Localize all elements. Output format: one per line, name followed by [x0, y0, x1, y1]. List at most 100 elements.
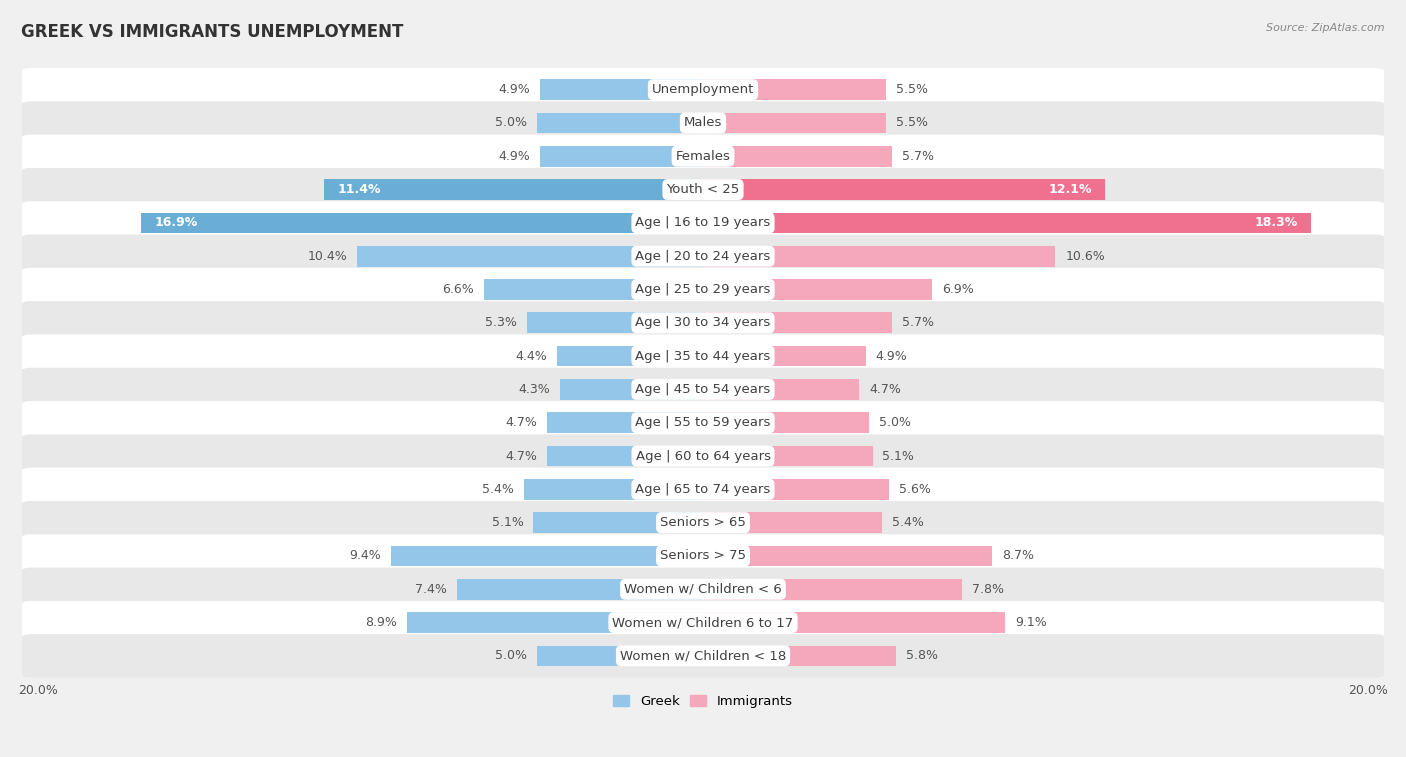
- FancyBboxPatch shape: [17, 201, 1389, 245]
- Text: 4.4%: 4.4%: [515, 350, 547, 363]
- Legend: Greek, Immigrants: Greek, Immigrants: [609, 690, 797, 714]
- Bar: [533, 512, 703, 533]
- Bar: [703, 179, 1105, 200]
- Text: 5.1%: 5.1%: [492, 516, 523, 529]
- Text: 8.9%: 8.9%: [366, 616, 398, 629]
- Bar: [325, 179, 703, 200]
- Text: 5.5%: 5.5%: [896, 117, 928, 129]
- Bar: [523, 479, 703, 500]
- Bar: [703, 612, 1005, 633]
- Bar: [703, 146, 893, 167]
- FancyBboxPatch shape: [17, 168, 1389, 211]
- Text: Seniors > 65: Seniors > 65: [659, 516, 747, 529]
- Text: 10.6%: 10.6%: [1066, 250, 1105, 263]
- FancyBboxPatch shape: [17, 435, 1389, 478]
- Bar: [703, 379, 859, 400]
- Bar: [557, 346, 703, 366]
- Bar: [537, 646, 703, 666]
- Bar: [703, 646, 896, 666]
- Text: Age | 20 to 24 years: Age | 20 to 24 years: [636, 250, 770, 263]
- Text: 5.7%: 5.7%: [903, 316, 935, 329]
- Bar: [547, 446, 703, 466]
- Text: 5.4%: 5.4%: [893, 516, 924, 529]
- Text: Seniors > 75: Seniors > 75: [659, 550, 747, 562]
- Text: 6.6%: 6.6%: [441, 283, 474, 296]
- Bar: [703, 279, 932, 300]
- FancyBboxPatch shape: [17, 135, 1389, 178]
- Bar: [547, 413, 703, 433]
- Text: 5.0%: 5.0%: [495, 117, 527, 129]
- Text: 12.1%: 12.1%: [1049, 183, 1092, 196]
- Text: GREEK VS IMMIGRANTS UNEMPLOYMENT: GREEK VS IMMIGRANTS UNEMPLOYMENT: [21, 23, 404, 41]
- FancyBboxPatch shape: [17, 534, 1389, 578]
- Bar: [703, 579, 962, 600]
- Bar: [357, 246, 703, 266]
- Bar: [703, 246, 1056, 266]
- Bar: [537, 113, 703, 133]
- Bar: [703, 512, 883, 533]
- Text: Age | 60 to 64 years: Age | 60 to 64 years: [636, 450, 770, 463]
- Text: Age | 65 to 74 years: Age | 65 to 74 years: [636, 483, 770, 496]
- Text: 4.9%: 4.9%: [498, 83, 530, 96]
- Text: 4.9%: 4.9%: [876, 350, 908, 363]
- Bar: [457, 579, 703, 600]
- Text: 5.0%: 5.0%: [495, 650, 527, 662]
- Text: 5.5%: 5.5%: [896, 83, 928, 96]
- FancyBboxPatch shape: [17, 235, 1389, 278]
- Text: 5.0%: 5.0%: [879, 416, 911, 429]
- Bar: [703, 79, 886, 100]
- Text: Age | 45 to 54 years: Age | 45 to 54 years: [636, 383, 770, 396]
- Bar: [703, 446, 873, 466]
- Text: Age | 30 to 34 years: Age | 30 to 34 years: [636, 316, 770, 329]
- FancyBboxPatch shape: [17, 68, 1389, 111]
- Text: 5.7%: 5.7%: [903, 150, 935, 163]
- Bar: [484, 279, 703, 300]
- Text: 5.1%: 5.1%: [883, 450, 914, 463]
- Text: Women w/ Children < 18: Women w/ Children < 18: [620, 650, 786, 662]
- Bar: [703, 213, 1312, 233]
- Text: Females: Females: [675, 150, 731, 163]
- Bar: [141, 213, 703, 233]
- Bar: [703, 313, 893, 333]
- Text: Age | 25 to 29 years: Age | 25 to 29 years: [636, 283, 770, 296]
- Text: Youth < 25: Youth < 25: [666, 183, 740, 196]
- Bar: [703, 546, 993, 566]
- Text: 5.8%: 5.8%: [905, 650, 938, 662]
- FancyBboxPatch shape: [17, 601, 1389, 644]
- Text: 4.7%: 4.7%: [505, 450, 537, 463]
- Text: 6.9%: 6.9%: [942, 283, 974, 296]
- Bar: [540, 79, 703, 100]
- Text: 5.6%: 5.6%: [898, 483, 931, 496]
- FancyBboxPatch shape: [17, 368, 1389, 411]
- Text: 7.4%: 7.4%: [415, 583, 447, 596]
- FancyBboxPatch shape: [17, 634, 1389, 678]
- Text: Age | 16 to 19 years: Age | 16 to 19 years: [636, 217, 770, 229]
- Text: Source: ZipAtlas.com: Source: ZipAtlas.com: [1267, 23, 1385, 33]
- Text: 4.9%: 4.9%: [498, 150, 530, 163]
- Bar: [703, 346, 866, 366]
- Text: 9.4%: 9.4%: [349, 550, 381, 562]
- Text: 4.7%: 4.7%: [869, 383, 901, 396]
- FancyBboxPatch shape: [17, 335, 1389, 378]
- Text: 11.4%: 11.4%: [337, 183, 381, 196]
- Bar: [527, 313, 703, 333]
- Bar: [391, 546, 703, 566]
- Text: Age | 55 to 59 years: Age | 55 to 59 years: [636, 416, 770, 429]
- FancyBboxPatch shape: [17, 401, 1389, 444]
- Bar: [540, 146, 703, 167]
- FancyBboxPatch shape: [17, 301, 1389, 344]
- Text: 10.4%: 10.4%: [308, 250, 347, 263]
- Bar: [408, 612, 703, 633]
- FancyBboxPatch shape: [17, 468, 1389, 511]
- Text: 5.4%: 5.4%: [482, 483, 513, 496]
- Text: 4.7%: 4.7%: [505, 416, 537, 429]
- Bar: [560, 379, 703, 400]
- Text: 16.9%: 16.9%: [155, 217, 198, 229]
- FancyBboxPatch shape: [17, 268, 1389, 311]
- Text: Women w/ Children 6 to 17: Women w/ Children 6 to 17: [613, 616, 793, 629]
- FancyBboxPatch shape: [17, 101, 1389, 145]
- FancyBboxPatch shape: [17, 501, 1389, 544]
- Text: 18.3%: 18.3%: [1254, 217, 1298, 229]
- Bar: [703, 113, 886, 133]
- Text: Age | 35 to 44 years: Age | 35 to 44 years: [636, 350, 770, 363]
